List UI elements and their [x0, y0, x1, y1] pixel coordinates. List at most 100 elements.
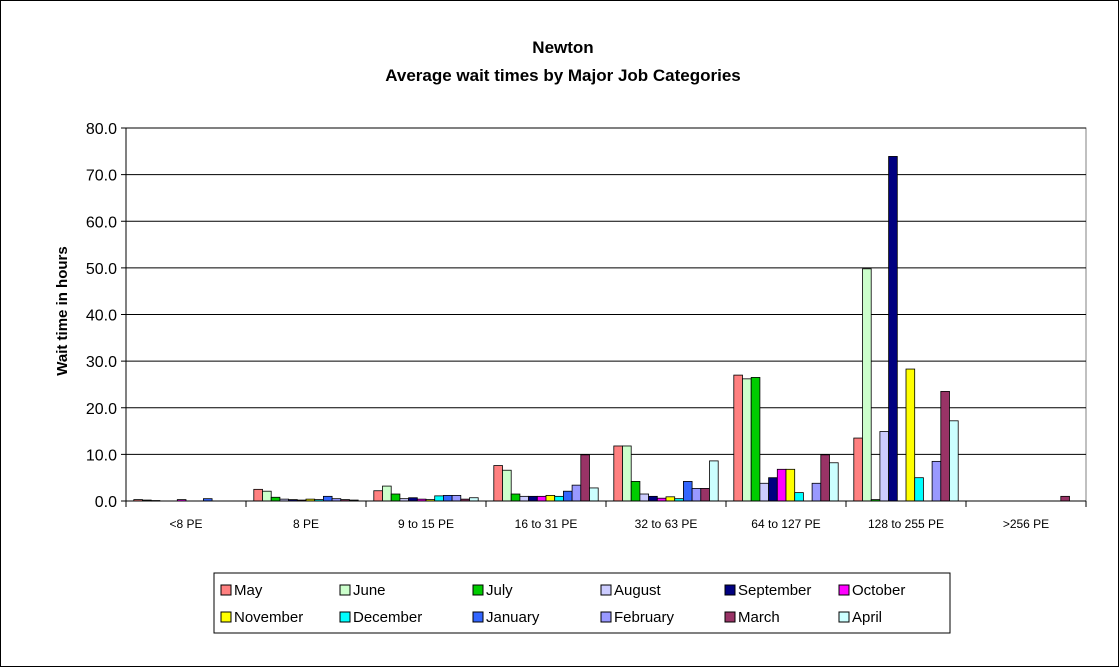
bar [776, 468, 787, 502]
legend-swatch [220, 584, 232, 596]
x-tick-label: 128 to 255 PE [868, 517, 944, 531]
bar [262, 490, 272, 502]
bar [434, 495, 444, 502]
bar [709, 460, 719, 502]
bar [759, 482, 770, 502]
y-tick-label: 0.0 [95, 494, 117, 511]
legend-label: March [738, 609, 780, 626]
bar [390, 493, 401, 502]
bar [733, 374, 743, 502]
legend-label: July [486, 582, 513, 599]
bar [589, 487, 599, 502]
legend-swatch [472, 584, 484, 596]
bar [502, 469, 512, 502]
y-tick-label: 40.0 [86, 308, 117, 325]
bar [768, 477, 778, 502]
legend-swatch [838, 584, 850, 596]
bar [622, 445, 632, 502]
legend-box [213, 572, 951, 634]
y-tick-label: 70.0 [86, 168, 117, 185]
bar [829, 462, 839, 502]
legend: May June July August September October Novembe… [213, 572, 951, 634]
bar [742, 378, 752, 502]
bar [554, 495, 564, 502]
bar [914, 477, 924, 502]
bar [853, 437, 863, 502]
legend-swatch [838, 611, 850, 623]
legend-swatch [724, 611, 736, 623]
bar [691, 488, 702, 502]
legend-label: January [486, 609, 540, 626]
legend-label: February [614, 609, 675, 626]
plot-area: 0.0 10.0 20.0 30.0 40.0 50.0 60.0 70.0 80.0 <8 PE… [86, 121, 1087, 531]
y-tick-label: 60.0 [86, 214, 117, 231]
x-tick-label: >256 PE [1003, 517, 1049, 531]
legend-swatch [472, 611, 484, 623]
bar [580, 454, 590, 502]
legend-label: November [234, 609, 303, 626]
bar [493, 465, 503, 502]
legend-swatch [339, 584, 351, 596]
bar [820, 454, 830, 502]
bar [794, 492, 804, 502]
bar [700, 488, 710, 502]
bar [1060, 495, 1070, 502]
bar [373, 490, 383, 502]
y-tick-label: 50.0 [86, 261, 117, 278]
bar [683, 481, 693, 502]
y-axis-label: Wait time in hours [54, 246, 71, 375]
bar [879, 431, 890, 502]
bar [750, 377, 761, 502]
legend-swatch [339, 611, 351, 623]
bar [888, 156, 898, 502]
bar [613, 445, 623, 502]
bar [510, 493, 521, 502]
bar [519, 495, 530, 502]
bar [528, 495, 538, 502]
x-tick-label: 64 to 127 PE [751, 517, 820, 531]
x-tick-label: 32 to 63 PE [635, 517, 698, 531]
x-tick-label: 8 PE [293, 517, 319, 531]
chart-title-line-2: Average wait times by Major Job Categori… [385, 66, 741, 85]
x-tick-label: 9 to 15 PE [398, 517, 454, 531]
legend-label: October [852, 582, 905, 599]
bar [253, 488, 263, 502]
bar [630, 481, 641, 502]
bar [648, 495, 658, 502]
bar [322, 495, 333, 502]
x-tick-label: 16 to 31 PE [515, 517, 578, 531]
bar [949, 420, 959, 502]
chart-title-line-1: Newton [532, 38, 593, 57]
legend-label: June [353, 582, 386, 599]
legend-label: September [738, 582, 811, 599]
bar [639, 493, 650, 502]
bar [382, 485, 392, 502]
x-tick-label: <8 PE [169, 517, 202, 531]
bar [571, 484, 582, 502]
bar [931, 460, 942, 502]
bar [563, 490, 573, 502]
y-tick-label: 80.0 [86, 121, 117, 138]
y-tick-label: 20.0 [86, 401, 117, 418]
legend-label: April [852, 609, 882, 626]
bar [270, 496, 281, 502]
bar [545, 494, 556, 502]
legend-swatch [600, 584, 612, 596]
y-tick-label: 10.0 [86, 447, 117, 464]
legend-label: August [614, 582, 662, 599]
y-tick-label: 30.0 [86, 354, 117, 371]
bar [665, 496, 676, 502]
bar [940, 391, 950, 502]
bar [785, 468, 796, 502]
bar [451, 494, 462, 502]
bar [905, 368, 916, 502]
bar [862, 268, 872, 502]
legend-label: December [353, 609, 422, 626]
bar [536, 495, 547, 502]
legend-swatch [220, 611, 232, 623]
legend-label: May [234, 582, 263, 599]
legend-swatch [600, 611, 612, 623]
legend-swatch [724, 584, 736, 596]
